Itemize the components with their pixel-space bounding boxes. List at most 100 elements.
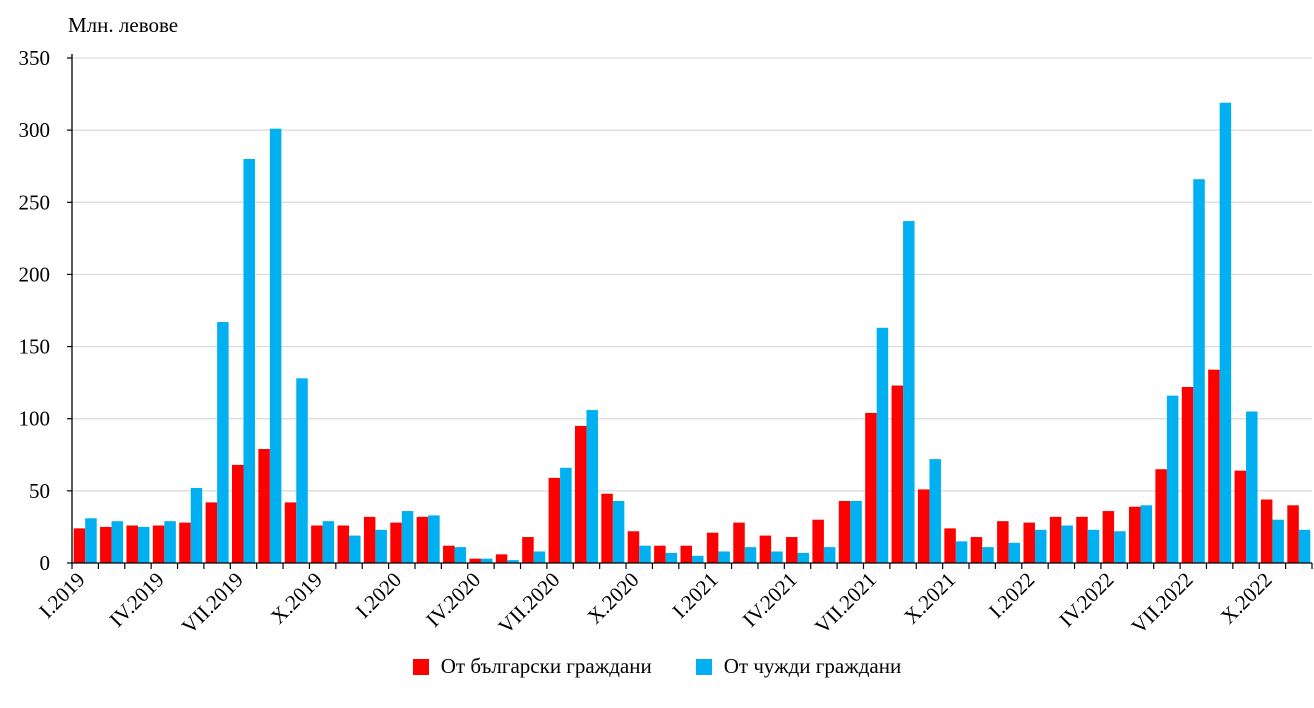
bar-foreign bbox=[137, 526, 150, 563]
bar-bulgarian bbox=[73, 528, 86, 563]
legend-label-bulgarian: От български граждани bbox=[440, 654, 652, 678]
bar-bulgarian bbox=[100, 526, 112, 563]
y-tick-label: 350 bbox=[19, 46, 51, 70]
bar-foreign bbox=[269, 128, 282, 563]
legend: От български граждани От чужди граждани bbox=[0, 654, 1314, 679]
x-tick-label: VII.2020 bbox=[493, 568, 564, 639]
y-axis-ticks: 0 50 100 150 200 250 300 350 bbox=[19, 46, 72, 575]
bar-foreign bbox=[217, 322, 229, 563]
bar-bulgarian bbox=[838, 500, 851, 563]
bar-foreign bbox=[665, 552, 678, 563]
bar-foreign bbox=[1140, 505, 1153, 563]
bar-bulgarian bbox=[231, 464, 244, 563]
bar-foreign bbox=[692, 555, 704, 563]
bar-bulgarian bbox=[1155, 469, 1167, 563]
bar-bulgarian bbox=[258, 449, 270, 563]
bar-foreign bbox=[823, 547, 836, 563]
bar-bulgarian bbox=[891, 385, 904, 563]
bar-bulgarian bbox=[627, 531, 640, 563]
bar-foreign bbox=[797, 552, 810, 563]
bar-bulgarian bbox=[284, 502, 297, 563]
bar-bulgarian bbox=[574, 425, 587, 563]
bar-bulgarian bbox=[469, 558, 481, 563]
x-tick-label: VII.2019 bbox=[177, 568, 248, 639]
x-tick-label: I.2019 bbox=[34, 568, 89, 623]
bar-foreign bbox=[190, 487, 203, 563]
y-tick-label: 100 bbox=[19, 407, 51, 431]
axes bbox=[71, 54, 1312, 564]
bar-foreign bbox=[349, 535, 361, 563]
bar-foreign bbox=[955, 541, 968, 563]
bar-bulgarian bbox=[179, 522, 191, 563]
bar-foreign bbox=[401, 511, 414, 563]
bar-foreign bbox=[1087, 529, 1100, 563]
bar-foreign bbox=[1298, 529, 1311, 563]
bar-foreign bbox=[1114, 531, 1126, 563]
bar-foreign bbox=[1219, 102, 1232, 563]
bar-foreign bbox=[718, 551, 730, 563]
bar-foreign bbox=[454, 547, 467, 563]
gridlines bbox=[72, 57, 1312, 492]
y-tick-label: 50 bbox=[29, 479, 50, 503]
bar-bulgarian bbox=[1049, 516, 1062, 563]
bar-foreign bbox=[1246, 411, 1258, 563]
y-tick-label: 250 bbox=[19, 190, 51, 214]
bar-bulgarian bbox=[970, 537, 983, 563]
bar-foreign bbox=[296, 378, 308, 563]
bar-bulgarian bbox=[390, 522, 402, 563]
y-tick-label: 150 bbox=[19, 335, 51, 359]
bar-foreign bbox=[111, 521, 124, 563]
y-tick-label: 0 bbox=[40, 551, 51, 575]
bar-foreign bbox=[428, 515, 440, 563]
bar-bulgarian bbox=[917, 489, 930, 563]
legend-swatch-foreign bbox=[695, 658, 712, 675]
bar-bulgarian bbox=[1260, 499, 1273, 563]
bar-foreign bbox=[507, 560, 519, 563]
legend-label-foreign: От чужди граждани bbox=[723, 654, 902, 678]
bar-bulgarian bbox=[812, 519, 824, 563]
bar-foreign bbox=[480, 558, 493, 563]
y-axis-title: Млн. левове bbox=[68, 13, 178, 37]
bar-bulgarian bbox=[786, 537, 798, 563]
bar-foreign bbox=[322, 521, 335, 563]
bar-foreign bbox=[639, 545, 651, 563]
bar-foreign bbox=[1034, 529, 1047, 563]
bar-bulgarian bbox=[680, 545, 692, 563]
bar-foreign bbox=[612, 500, 625, 563]
bar-foreign bbox=[1008, 542, 1021, 563]
bar-bulgarian bbox=[865, 412, 877, 563]
x-tick-label: I.2020 bbox=[351, 568, 406, 623]
bars bbox=[73, 102, 1311, 564]
bar-bulgarian bbox=[997, 521, 1009, 563]
bar-bulgarian bbox=[363, 516, 376, 563]
bar-foreign bbox=[85, 518, 97, 563]
x-tick-label: X.2020 bbox=[582, 568, 643, 629]
bar-bulgarian bbox=[759, 535, 772, 563]
x-axis-ticks: I.2019 IV.2019 VII.2019 X.2019 I.2020 IV.2020… bbox=[34, 563, 1313, 639]
bar-foreign bbox=[560, 467, 572, 563]
bar-bulgarian bbox=[654, 545, 666, 563]
bar-bulgarian bbox=[152, 525, 165, 563]
bar-bulgarian bbox=[416, 516, 429, 563]
bar-foreign bbox=[1272, 519, 1284, 563]
bar-bulgarian bbox=[1208, 369, 1220, 563]
bar-foreign bbox=[744, 547, 757, 563]
legend-swatch-bulgarian bbox=[412, 658, 429, 675]
bar-bulgarian bbox=[548, 477, 561, 563]
bar-bulgarian bbox=[1102, 511, 1115, 563]
bar-bulgarian bbox=[1023, 522, 1035, 563]
bar-bulgarian bbox=[126, 525, 138, 563]
bar-bulgarian bbox=[733, 522, 745, 563]
y-tick-label: 300 bbox=[19, 118, 51, 142]
bar-foreign bbox=[876, 327, 889, 563]
bar-bulgarian bbox=[706, 532, 719, 563]
bar-foreign bbox=[771, 551, 783, 563]
bar-foreign bbox=[929, 459, 941, 563]
x-tick-label: IV.2022 bbox=[1054, 568, 1118, 632]
bar-bulgarian bbox=[1129, 506, 1141, 563]
x-tick-label: I.2022 bbox=[984, 568, 1039, 623]
legend-item-foreign: От чужди граждани bbox=[695, 654, 902, 679]
y-tick-label: 200 bbox=[19, 262, 51, 286]
bar-bulgarian bbox=[443, 545, 455, 563]
